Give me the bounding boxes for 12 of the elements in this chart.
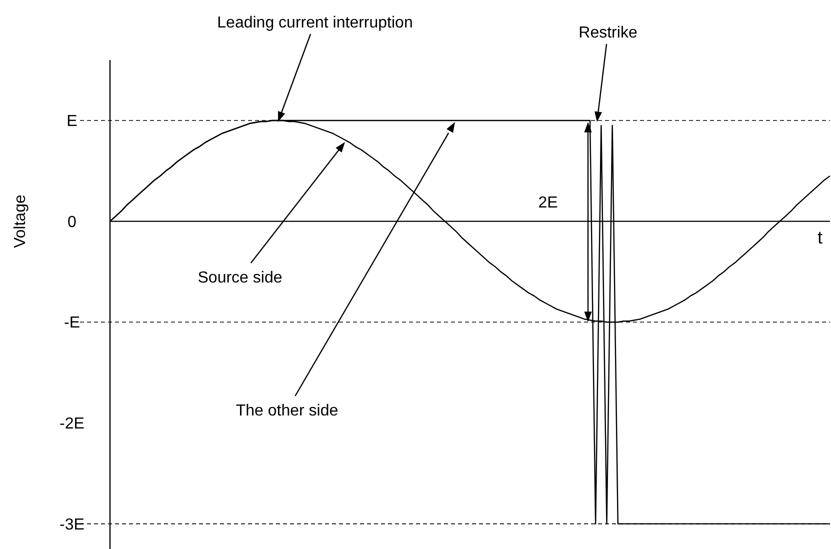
x-axis-title: t bbox=[817, 227, 823, 248]
annotation: Source side bbox=[198, 270, 282, 287]
text: Leading current interruption bbox=[217, 14, 413, 32]
y-tick-label: -E bbox=[64, 314, 80, 332]
text: Restrike bbox=[578, 24, 638, 42]
annotation: 2E bbox=[538, 194, 558, 212]
y-tick-label: 0 bbox=[68, 214, 77, 231]
y-tick-label: E bbox=[66, 113, 78, 130]
annotation: The other side bbox=[236, 402, 338, 420]
y-axis-title: Voltage bbox=[12, 194, 29, 248]
y-tick-label: -3E bbox=[60, 516, 84, 534]
y-tick-label: -2E bbox=[60, 416, 84, 433]
